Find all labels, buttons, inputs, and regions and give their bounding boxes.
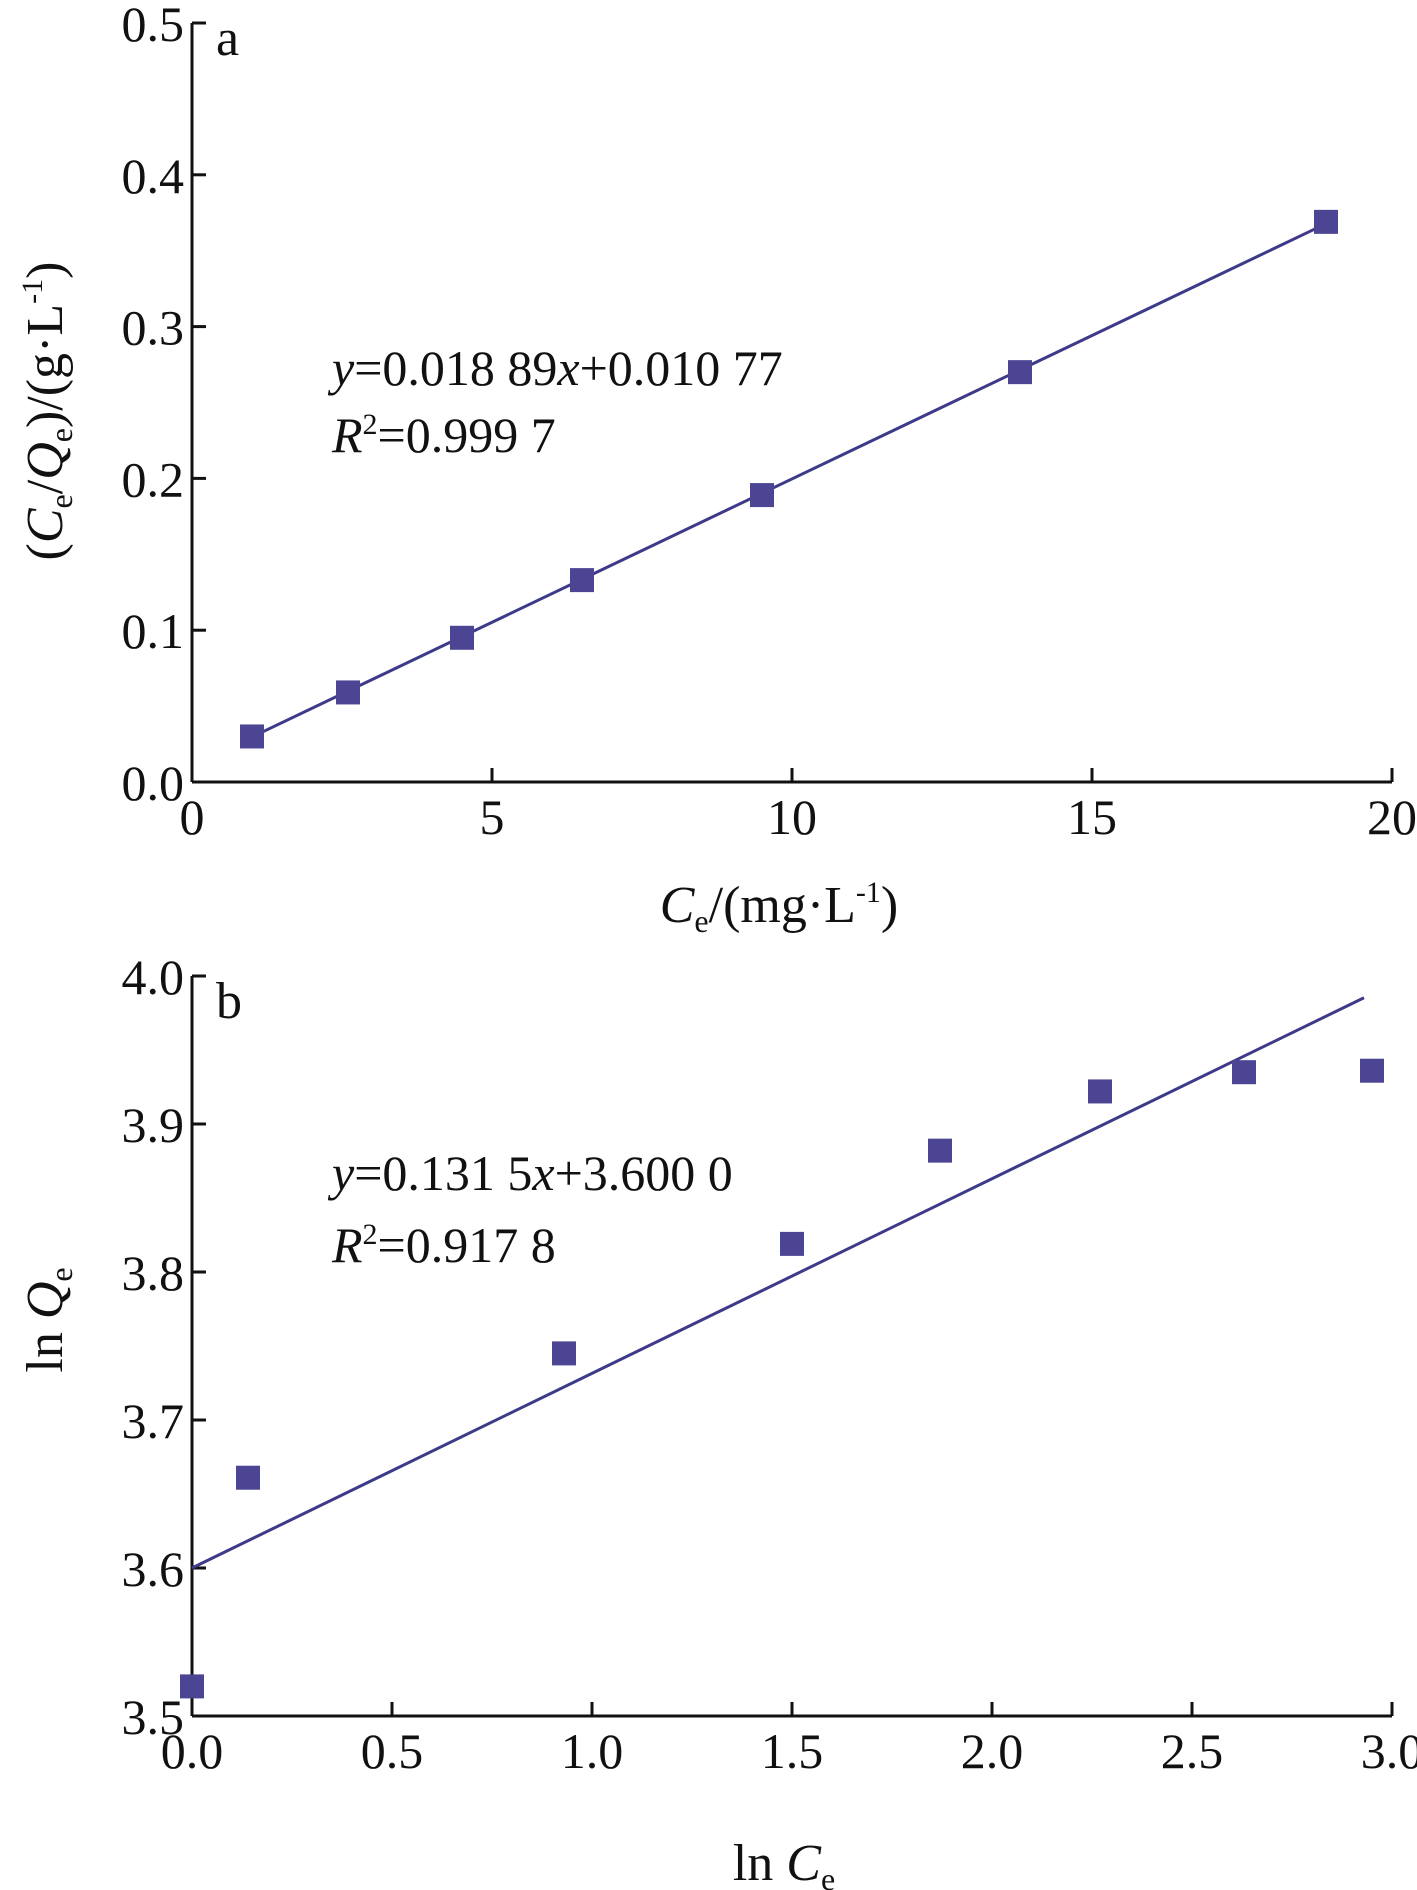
panel-a-y-tick-label: 0.0 (122, 755, 185, 811)
panel-b-letter: b (216, 973, 242, 1030)
panel-b-y-tick-label: 3.6 (122, 1541, 185, 1597)
panel-a-y-tick-label: 0.3 (122, 300, 185, 356)
panel-b-y-tick-label: 3.5 (122, 1689, 185, 1745)
panel-a-y-tick-label: 0.4 (122, 148, 185, 204)
panel-b-data-point (928, 1138, 952, 1163)
panel-a-x-tick-label: 10 (767, 789, 817, 845)
panel-a-data-point (750, 483, 774, 508)
panel-a-x-axis-label: Ce/(mg·L-1) (660, 876, 899, 939)
panel-b-data-point (236, 1465, 260, 1490)
panel-a-data-point (1008, 360, 1032, 385)
panel-b-y-axis-label: ln Qe (17, 1267, 79, 1372)
panel-a-y-tick-label: 0.2 (122, 451, 185, 507)
panel-a-r-squared: R2=0.999 7 (331, 407, 556, 463)
panel-b-x-tick-label: 0.5 (361, 1723, 424, 1779)
panel-a-x-tick-label: 5 (480, 789, 505, 845)
panel-b-fit-line (191, 996, 1365, 1570)
panel-b-r-squared: R2=0.917 8 (331, 1217, 556, 1273)
panel-b-data-point (1232, 1060, 1256, 1085)
panel-b-y-tick-label: 3.8 (122, 1245, 185, 1301)
panel-b-data-point (552, 1341, 576, 1366)
panel-a-y-axis-label: (Ce/Qe)/(g·L-1) (16, 262, 79, 561)
panel-b-y-tick-label: 3.7 (122, 1393, 185, 1449)
panel-b-equation: y=0.131 5x+3.600 0 (327, 1145, 733, 1201)
panel-b-x-tick-label: 2.5 (1161, 1723, 1224, 1779)
panel-a-y-tick-label: 0.5 (122, 0, 185, 52)
panel-a-data-point (450, 625, 474, 650)
panel-a-y-tick-label: 0.1 (122, 603, 185, 659)
panel-b-x-tick-label: 0.0 (161, 1723, 224, 1779)
chart-marks-layer: 0.0 0.1 0.2 0.3 0.4 0.5 0 5 10 15 20 3.5 3.6 3.7 3.8 3.… (122, 0, 1417, 1779)
panel-b: b y=0.131 5x+3.600 0 R2=0.917 8 ln Ce ln… (17, 973, 835, 1890)
panel-a-x-tick-label: 20 (1367, 789, 1417, 845)
panel-b-y-tick-label: 3.9 (122, 1097, 185, 1153)
panel-a-data-point (336, 680, 360, 705)
panel-b-x-tick-label: 3.0 (1361, 1723, 1417, 1779)
panel-a-data-point (1314, 209, 1338, 234)
panel-a: a y=0.018 89x+0.010 77 R2=0.999 7 Ce/(mg… (16, 10, 898, 939)
panel-a-data-point (570, 568, 594, 593)
panel-a-equation: y=0.018 89x+0.010 77 (327, 340, 783, 396)
panel-a-x-tick-label: 15 (1067, 789, 1117, 845)
panel-a-data-point (240, 724, 264, 749)
panel-a-x-tick-label: 0 (180, 789, 205, 845)
panel-a-letter: a (216, 10, 239, 67)
panel-b-y-tick-label: 4.0 (122, 949, 185, 1005)
panel-b-x-tick-label: 1.5 (761, 1723, 824, 1779)
panel-b-x-axis-label: ln Ce (733, 1835, 835, 1890)
panel-b-data-point (180, 1674, 204, 1699)
panel-b-x-tick-label: 2.0 (961, 1723, 1024, 1779)
panel-a-fit-line (251, 222, 1327, 739)
panel-b-data-point (1088, 1079, 1112, 1104)
panel-b-data-point (780, 1231, 804, 1256)
panel-b-x-tick-label: 1.0 (561, 1723, 624, 1779)
panel-b-data-point (1360, 1058, 1384, 1083)
